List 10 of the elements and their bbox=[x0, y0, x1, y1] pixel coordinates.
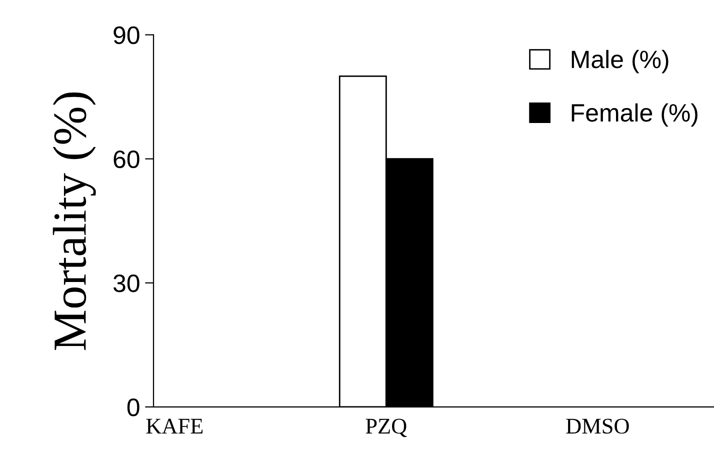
x-tick-label: KAFE bbox=[146, 418, 203, 434]
y-tick-label: 60 bbox=[114, 150, 140, 168]
y-tick-label: 90 bbox=[114, 26, 140, 44]
x-tick-label: DMSO bbox=[566, 418, 629, 434]
x-tick-label: PZQ bbox=[366, 418, 407, 438]
y-tick-label: 0 bbox=[127, 398, 140, 416]
y-axis-title: Mortality (%) bbox=[52, 92, 96, 350]
y-tick-label: 30 bbox=[113, 274, 140, 292]
legend-label: Female (%) bbox=[572, 103, 698, 127]
legend-label: Male (%) bbox=[572, 50, 668, 74]
